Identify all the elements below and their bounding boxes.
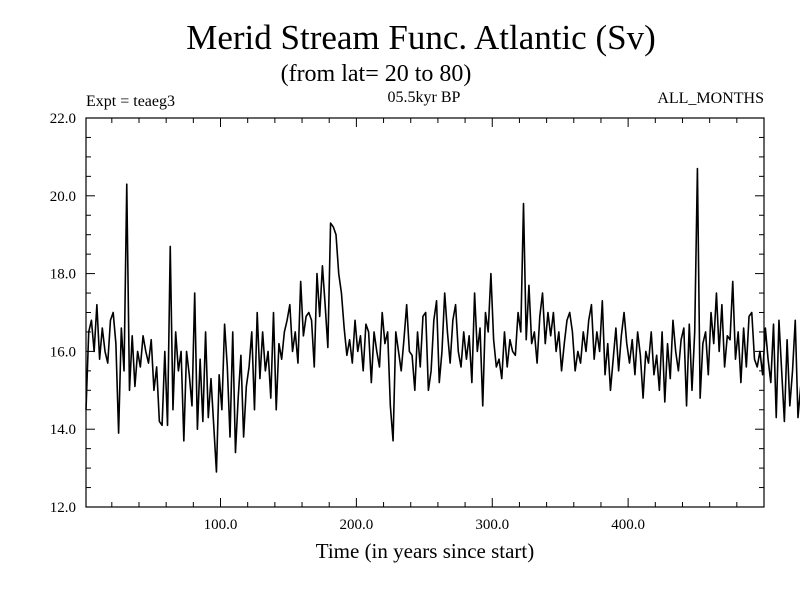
months-label: ALL_MONTHS: [657, 90, 764, 107]
y-tick-label: 22.0: [50, 111, 76, 127]
x-tick-labels: 100.0 200.0 300.0 400.0: [204, 517, 645, 533]
series-line: [85, 167, 800, 473]
x-tick-label: 300.0: [475, 517, 509, 533]
y-tick-label: 20.0: [50, 189, 76, 205]
y-tick-label: 16.0: [50, 344, 76, 360]
x-axis-label: Time (in years since start): [316, 539, 535, 563]
y-tick-label: 18.0: [50, 267, 76, 283]
y-tick-labels: 12.0 14.0 16.0 18.0 20.0 22.0: [50, 111, 76, 516]
experiment-label: Expt = teaeg3: [86, 93, 175, 110]
x-tick-label: 100.0: [204, 517, 238, 533]
y-tick-label: 14.0: [50, 422, 76, 438]
period-label: 05.5kyr BP: [388, 89, 461, 106]
chart-title: Merid Stream Func. Atlantic (Sv): [186, 18, 656, 57]
plot-frame: [85, 117, 765, 508]
x-tick-label: 200.0: [340, 517, 374, 533]
x-tick-label: 400.0: [611, 517, 645, 533]
y-tick-label: 12.0: [50, 500, 76, 516]
chart-subtitle: (from lat= 20 to 80): [281, 61, 472, 87]
